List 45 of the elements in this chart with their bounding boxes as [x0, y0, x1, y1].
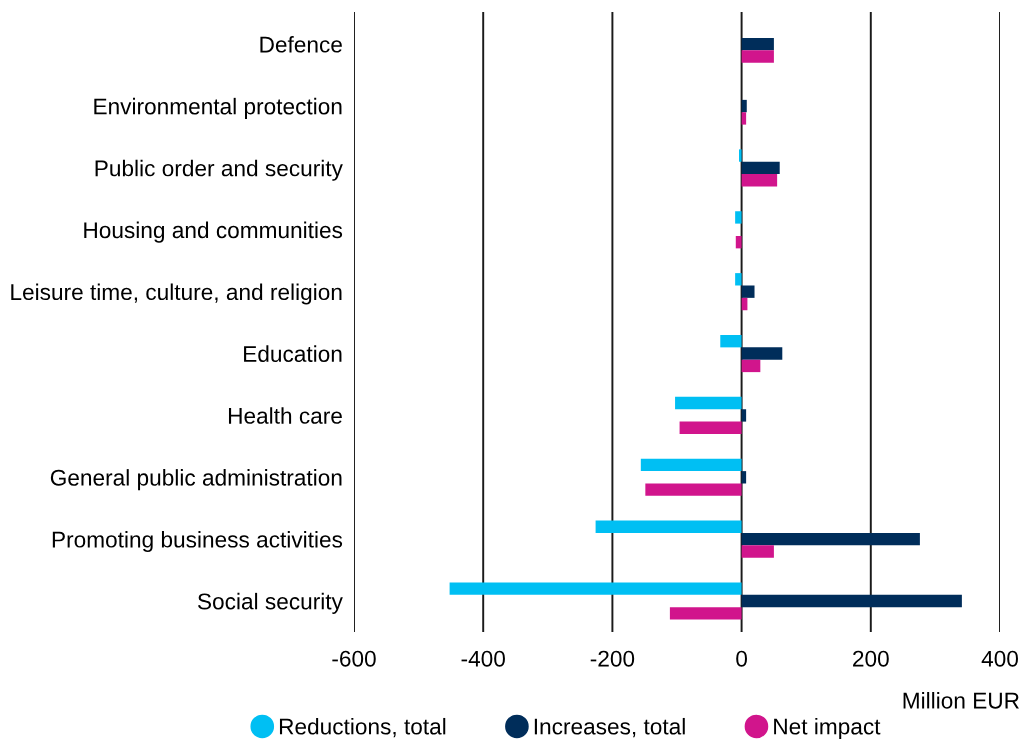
bar [741, 409, 747, 422]
y-tick-label: Defence [260, 36, 342, 53]
y-tick-label: Public order and security [95, 159, 343, 181]
bar [739, 149, 742, 162]
bar [741, 112, 747, 125]
bar [741, 161, 780, 175]
bar [720, 334, 742, 348]
bar [595, 520, 742, 533]
x-tick-label: -200 [590, 650, 635, 667]
bar [741, 594, 962, 608]
x-axis-title: Million EUR [903, 692, 1019, 709]
bar [669, 607, 742, 620]
bar [735, 273, 742, 286]
bar [741, 347, 783, 360]
bar [741, 545, 774, 558]
y-tick-label: Education [244, 345, 342, 362]
legend-label: Increases, total [534, 717, 685, 738]
y-tick-label: Leisure time, culture, and religion [11, 283, 342, 305]
bar [741, 174, 778, 187]
bar [741, 359, 761, 373]
bar [645, 483, 742, 496]
bar [741, 99, 747, 113]
y-tick-label: Environmental protection [94, 97, 342, 119]
y-tick-label: Housing and communities [84, 221, 343, 243]
bar [741, 50, 774, 63]
y-tick-label: General public administration [50, 469, 342, 491]
bar [679, 421, 742, 434]
bar [640, 458, 742, 472]
x-tick-label: 200 [853, 650, 889, 667]
x-tick-label: 0 [736, 650, 748, 667]
legend-label: Reductions, total [279, 717, 446, 738]
bar [741, 37, 774, 51]
x-tick-label: 400 [981, 650, 1018, 667]
x-tick-label: -400 [461, 650, 505, 667]
y-tick-label: Social security [197, 592, 343, 614]
bar [735, 211, 742, 224]
bar [735, 235, 742, 249]
legend-label: Net impact [774, 717, 881, 740]
bar [449, 582, 742, 595]
y-tick-label: Promoting business activities [52, 530, 343, 553]
x-tick-label: -600 [332, 650, 376, 667]
bar [675, 396, 742, 410]
bar [741, 285, 755, 298]
bar [741, 533, 920, 546]
y-tick-label: Health care [228, 407, 342, 424]
